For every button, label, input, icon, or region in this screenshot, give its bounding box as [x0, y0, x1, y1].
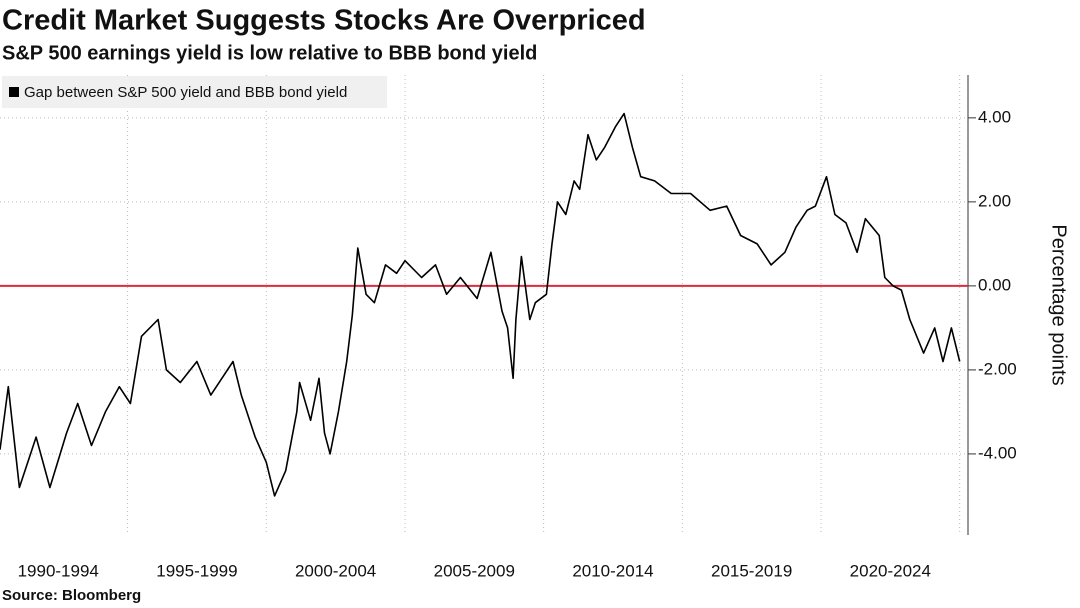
- x-tick-label: 1995-1999: [156, 561, 237, 580]
- chart-title: Credit Market Suggests Stocks Are Overpr…: [2, 5, 646, 37]
- x-tick-label: 2015-2019: [711, 561, 792, 580]
- y-axis-label: Percentage points: [1048, 224, 1070, 385]
- y-tick-label: 0.00: [978, 275, 1011, 294]
- line-series: [0, 112, 961, 497]
- legend-box: [2, 76, 387, 108]
- y-tick-label: -4.00: [978, 443, 1017, 462]
- y-tick-label: -2.00: [978, 359, 1017, 378]
- y-tick-label: 4.00: [978, 107, 1011, 126]
- x-tick-label: 2020-2024: [850, 561, 931, 580]
- x-tick-label: 2000-2004: [295, 561, 376, 580]
- chart-subtitle: S&P 500 earnings yield is low relative t…: [2, 42, 537, 64]
- legend-swatch: [9, 87, 19, 97]
- x-tick-label: 2005-2009: [434, 561, 515, 580]
- x-tick-label: 1990-1994: [18, 561, 99, 580]
- x-tick-label: 2010-2014: [572, 561, 653, 580]
- source: Source: Bloomberg: [2, 587, 141, 604]
- legend-label: Gap between S&P 500 yield and BBB bond y…: [24, 84, 347, 101]
- y-tick-label: 2.00: [978, 191, 1011, 210]
